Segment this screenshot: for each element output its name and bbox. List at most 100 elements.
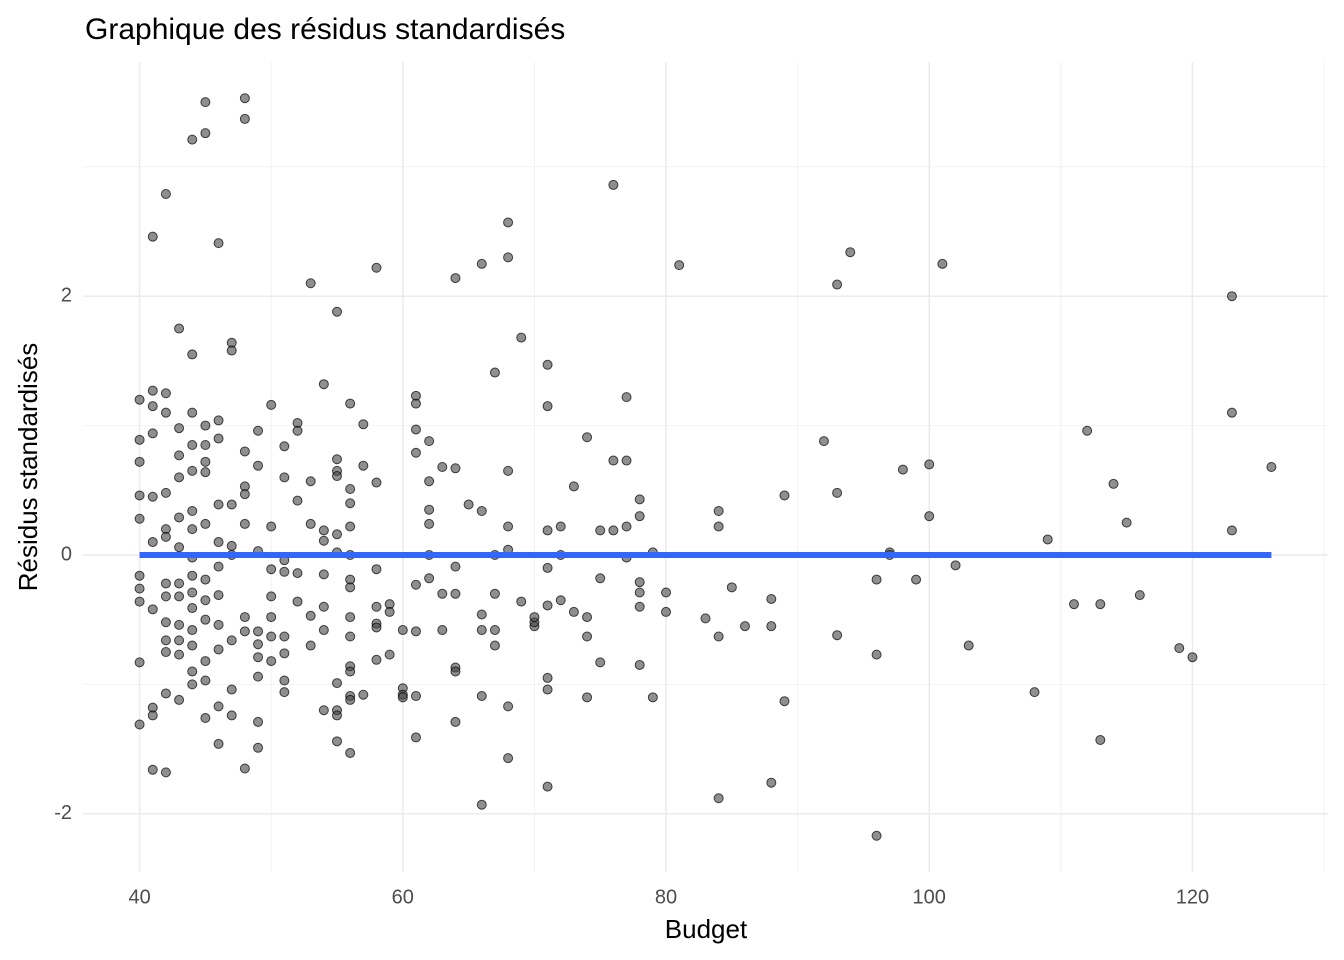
point (503, 465, 514, 476)
point (726, 582, 737, 593)
point (318, 379, 329, 390)
point (595, 657, 606, 668)
point (187, 134, 198, 145)
point (134, 434, 145, 445)
point (450, 273, 461, 284)
point (410, 398, 421, 409)
point (1068, 599, 1079, 610)
point (924, 459, 935, 470)
point (187, 505, 198, 516)
point (187, 587, 198, 598)
point (516, 332, 527, 343)
point (200, 656, 211, 667)
point (476, 691, 487, 702)
point (582, 432, 593, 443)
point (1226, 291, 1237, 302)
point (147, 537, 158, 548)
point (1082, 425, 1093, 436)
point (700, 613, 711, 624)
point (542, 684, 553, 695)
y-tick-label: 0 (61, 543, 72, 565)
point (174, 472, 185, 483)
point (160, 617, 171, 628)
point (239, 518, 250, 529)
point (187, 603, 198, 614)
point (318, 705, 329, 716)
point (1029, 687, 1040, 698)
point (371, 564, 382, 575)
chart-title: Graphique des résidus standardisés (85, 13, 565, 46)
point (253, 460, 264, 471)
point (239, 489, 250, 500)
point (226, 499, 237, 510)
point (213, 738, 224, 749)
point (160, 767, 171, 778)
point (187, 349, 198, 360)
point (476, 609, 487, 620)
point (1174, 643, 1185, 654)
point (582, 631, 593, 642)
point (200, 574, 211, 585)
point (187, 570, 198, 581)
point (634, 659, 645, 670)
point (634, 494, 645, 505)
point (450, 463, 461, 474)
point (213, 238, 224, 249)
point (818, 436, 829, 447)
point (200, 467, 211, 478)
point (1187, 652, 1198, 663)
point (713, 505, 724, 516)
point (345, 582, 356, 593)
point (595, 573, 606, 584)
point (292, 568, 303, 579)
point (174, 619, 185, 630)
point (266, 612, 277, 623)
point (410, 424, 421, 435)
point (1226, 407, 1237, 418)
point (134, 596, 145, 607)
point (345, 631, 356, 642)
point (410, 691, 421, 702)
point (279, 441, 290, 452)
point (174, 512, 185, 523)
point (213, 619, 224, 630)
point (713, 521, 724, 532)
point (345, 666, 356, 677)
point (661, 606, 672, 617)
point (871, 574, 882, 585)
point (832, 279, 843, 290)
x-tick-label: 40 (128, 886, 150, 908)
point (476, 799, 487, 810)
point (779, 490, 790, 501)
point (226, 635, 237, 646)
point (1226, 525, 1237, 536)
point (424, 573, 435, 584)
point (397, 692, 408, 703)
point (568, 606, 579, 617)
y-tick-label: -2 (54, 802, 72, 824)
point (292, 425, 303, 436)
point (213, 433, 224, 444)
point (371, 262, 382, 273)
point (621, 455, 632, 466)
point (174, 578, 185, 589)
point (345, 612, 356, 623)
point (410, 579, 421, 590)
point (134, 570, 145, 581)
point (542, 672, 553, 683)
point (503, 217, 514, 228)
point (187, 407, 198, 418)
point (779, 696, 790, 707)
point (279, 631, 290, 642)
point (266, 656, 277, 667)
point (160, 688, 171, 699)
point (437, 625, 448, 636)
point (213, 537, 224, 548)
x-tick-label: 120 (1176, 886, 1209, 908)
point (1108, 478, 1119, 489)
point (1121, 517, 1132, 528)
point (766, 593, 777, 604)
point (595, 525, 606, 536)
point (713, 631, 724, 642)
point (134, 513, 145, 524)
